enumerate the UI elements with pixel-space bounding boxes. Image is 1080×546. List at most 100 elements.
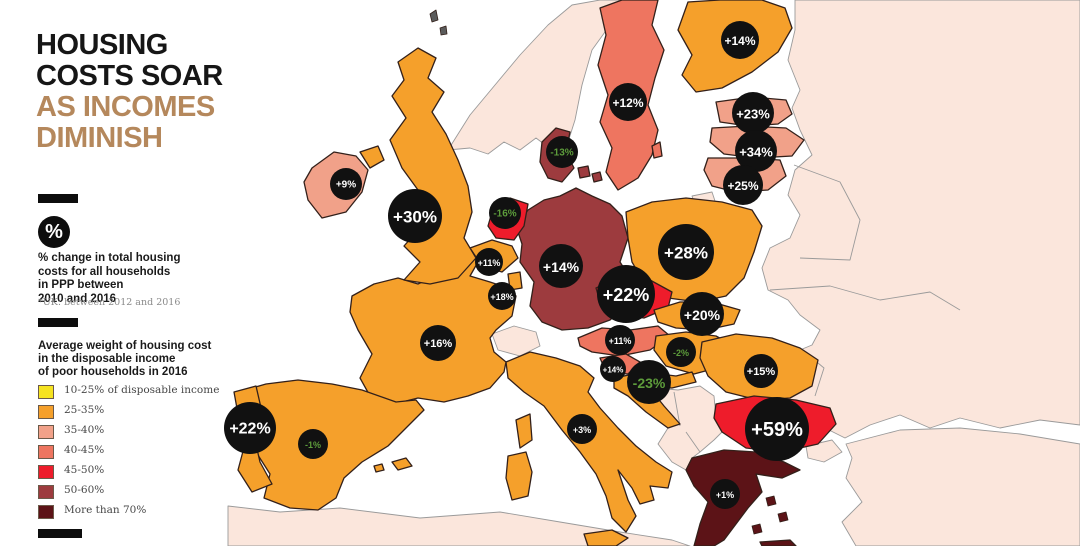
badge-label-germany: +14% [543, 259, 580, 275]
badge-portugal [224, 402, 276, 454]
badge-slovakia [680, 292, 724, 336]
divider-bar-top [38, 194, 78, 203]
badge-label-slovakia: +20% [684, 307, 721, 323]
title-main: HOUSING COSTS SOAR [36, 29, 223, 92]
badge-romania [744, 354, 778, 388]
badge-spain [298, 429, 328, 459]
legend-label: 50-60% [64, 484, 105, 496]
island-gotland [651, 141, 663, 159]
country-norway [447, 0, 631, 155]
badge-label-denmark: -13% [550, 148, 573, 159]
badge-label-france: +16% [424, 338, 453, 350]
legend-swatch-maroon [38, 505, 54, 519]
badge-bulgaria [745, 397, 809, 461]
badge-label-latvia: +34% [739, 145, 773, 160]
badge-finland [721, 21, 759, 59]
badge-hungary [666, 337, 696, 367]
island-zealand [577, 165, 591, 179]
badge-netherlands [489, 197, 521, 229]
badge-czech-republic [597, 265, 655, 323]
badge-ireland [330, 168, 362, 200]
legend-swatch-orange [38, 405, 54, 419]
country-turkey [841, 427, 1080, 546]
badge-france [420, 325, 456, 361]
title-accent: AS INCOMES DIMINISH [36, 91, 215, 154]
island-corsica [515, 413, 533, 449]
legend-item: 10-25% of disposable income [38, 384, 228, 399]
legend-item: 45-50% [38, 464, 228, 479]
legend-item: 25-35% [38, 404, 228, 419]
info-panel: HOUSING COSTS SOAR AS INCOMES DIMINISH [36, 0, 246, 154]
badge-label-croatia: -23% [633, 375, 666, 391]
badge-latvia [735, 130, 777, 172]
badge-poland [658, 224, 714, 280]
legend-swatch-yellow [38, 385, 54, 399]
badges-layer: +14% +12% +23% +34% +25% -13% -16% +11% +18% +14%… [224, 21, 809, 509]
badge-label-estonia: +23% [736, 107, 770, 122]
country-spain [237, 379, 425, 511]
badge-luxembourg [488, 282, 516, 310]
island-funen [591, 171, 603, 183]
badge-greece [710, 479, 740, 509]
badge-label-slovenia: +14% [603, 366, 624, 375]
island-crete [759, 539, 797, 546]
region-northern-ireland [359, 145, 385, 169]
legend-item: 50-60% [38, 484, 228, 499]
badge-label-italy: +3% [573, 425, 591, 435]
badge-united-kingdom [388, 189, 442, 243]
legend-label: 25-35% [64, 404, 105, 416]
legend-swatch-light-salmon [38, 425, 54, 439]
badge-lithuania [723, 165, 763, 205]
legend: 10-25% of disposable income 25-35% 35-40… [38, 384, 228, 524]
legend-item: 40-45% [38, 444, 228, 459]
badge-label-united-kingdom: +30% [393, 208, 437, 227]
legend-swatch-red [38, 465, 54, 479]
badge-label-czech-republic: +22% [603, 285, 650, 305]
legend-label: 10-25% of disposable income [64, 384, 220, 396]
islands-shetland [429, 9, 448, 36]
badge-estonia [732, 92, 774, 134]
country-russia-east-europe [761, 0, 1080, 439]
legend-item: More than 70% [38, 504, 228, 519]
badge-austria [605, 325, 635, 355]
legend-label: 45-50% [64, 464, 105, 476]
badge-label-poland: +28% [664, 244, 708, 263]
badge-label-portugal: +22% [229, 421, 270, 438]
island-sardinia [505, 451, 533, 501]
badge-label-austria: +11% [609, 336, 632, 346]
badge-label-romania: +15% [747, 366, 776, 378]
country-united-kingdom [389, 47, 477, 285]
badge-sweden [609, 83, 647, 121]
badge-germany [539, 244, 583, 288]
badge-label-greece: +1% [716, 490, 734, 500]
legend-label: More than 70% [64, 504, 147, 516]
badge-label-luxembourg: +18% [490, 292, 513, 302]
islands-balearic [373, 457, 413, 473]
note-text: % change in total housing costs for all … [38, 252, 181, 305]
legend-item: 35-40% [38, 424, 228, 439]
badge-slovenia [600, 356, 626, 382]
legend-title: Average weight of housing cost in the di… [38, 340, 212, 378]
badge-denmark [546, 136, 578, 168]
inner-border-belarus [793, 164, 861, 261]
badge-label-sweden: +12% [612, 96, 643, 110]
badge-label-netherlands: -16% [493, 209, 516, 220]
country-switzerland [491, 325, 541, 357]
greek-islands [751, 495, 789, 535]
inner-border-ukraine [769, 285, 961, 311]
badge-belgium [475, 248, 503, 276]
badge-label-finland: +14% [724, 34, 755, 48]
inner-border-balkans [673, 391, 701, 453]
legend-swatch-brick [38, 485, 54, 499]
legend-label: 40-45% [64, 444, 105, 456]
island-sicily [583, 529, 629, 546]
country-turkey-thrace [805, 439, 843, 463]
divider-bar-middle [38, 318, 78, 327]
note-footnote: *UK: between 2012 and 2016 [38, 297, 181, 308]
badge-label-hungary: -2% [673, 348, 689, 358]
badge-croatia [627, 360, 671, 404]
badge-label-spain: -1% [305, 440, 321, 450]
divider-bar-bottom [38, 529, 82, 538]
